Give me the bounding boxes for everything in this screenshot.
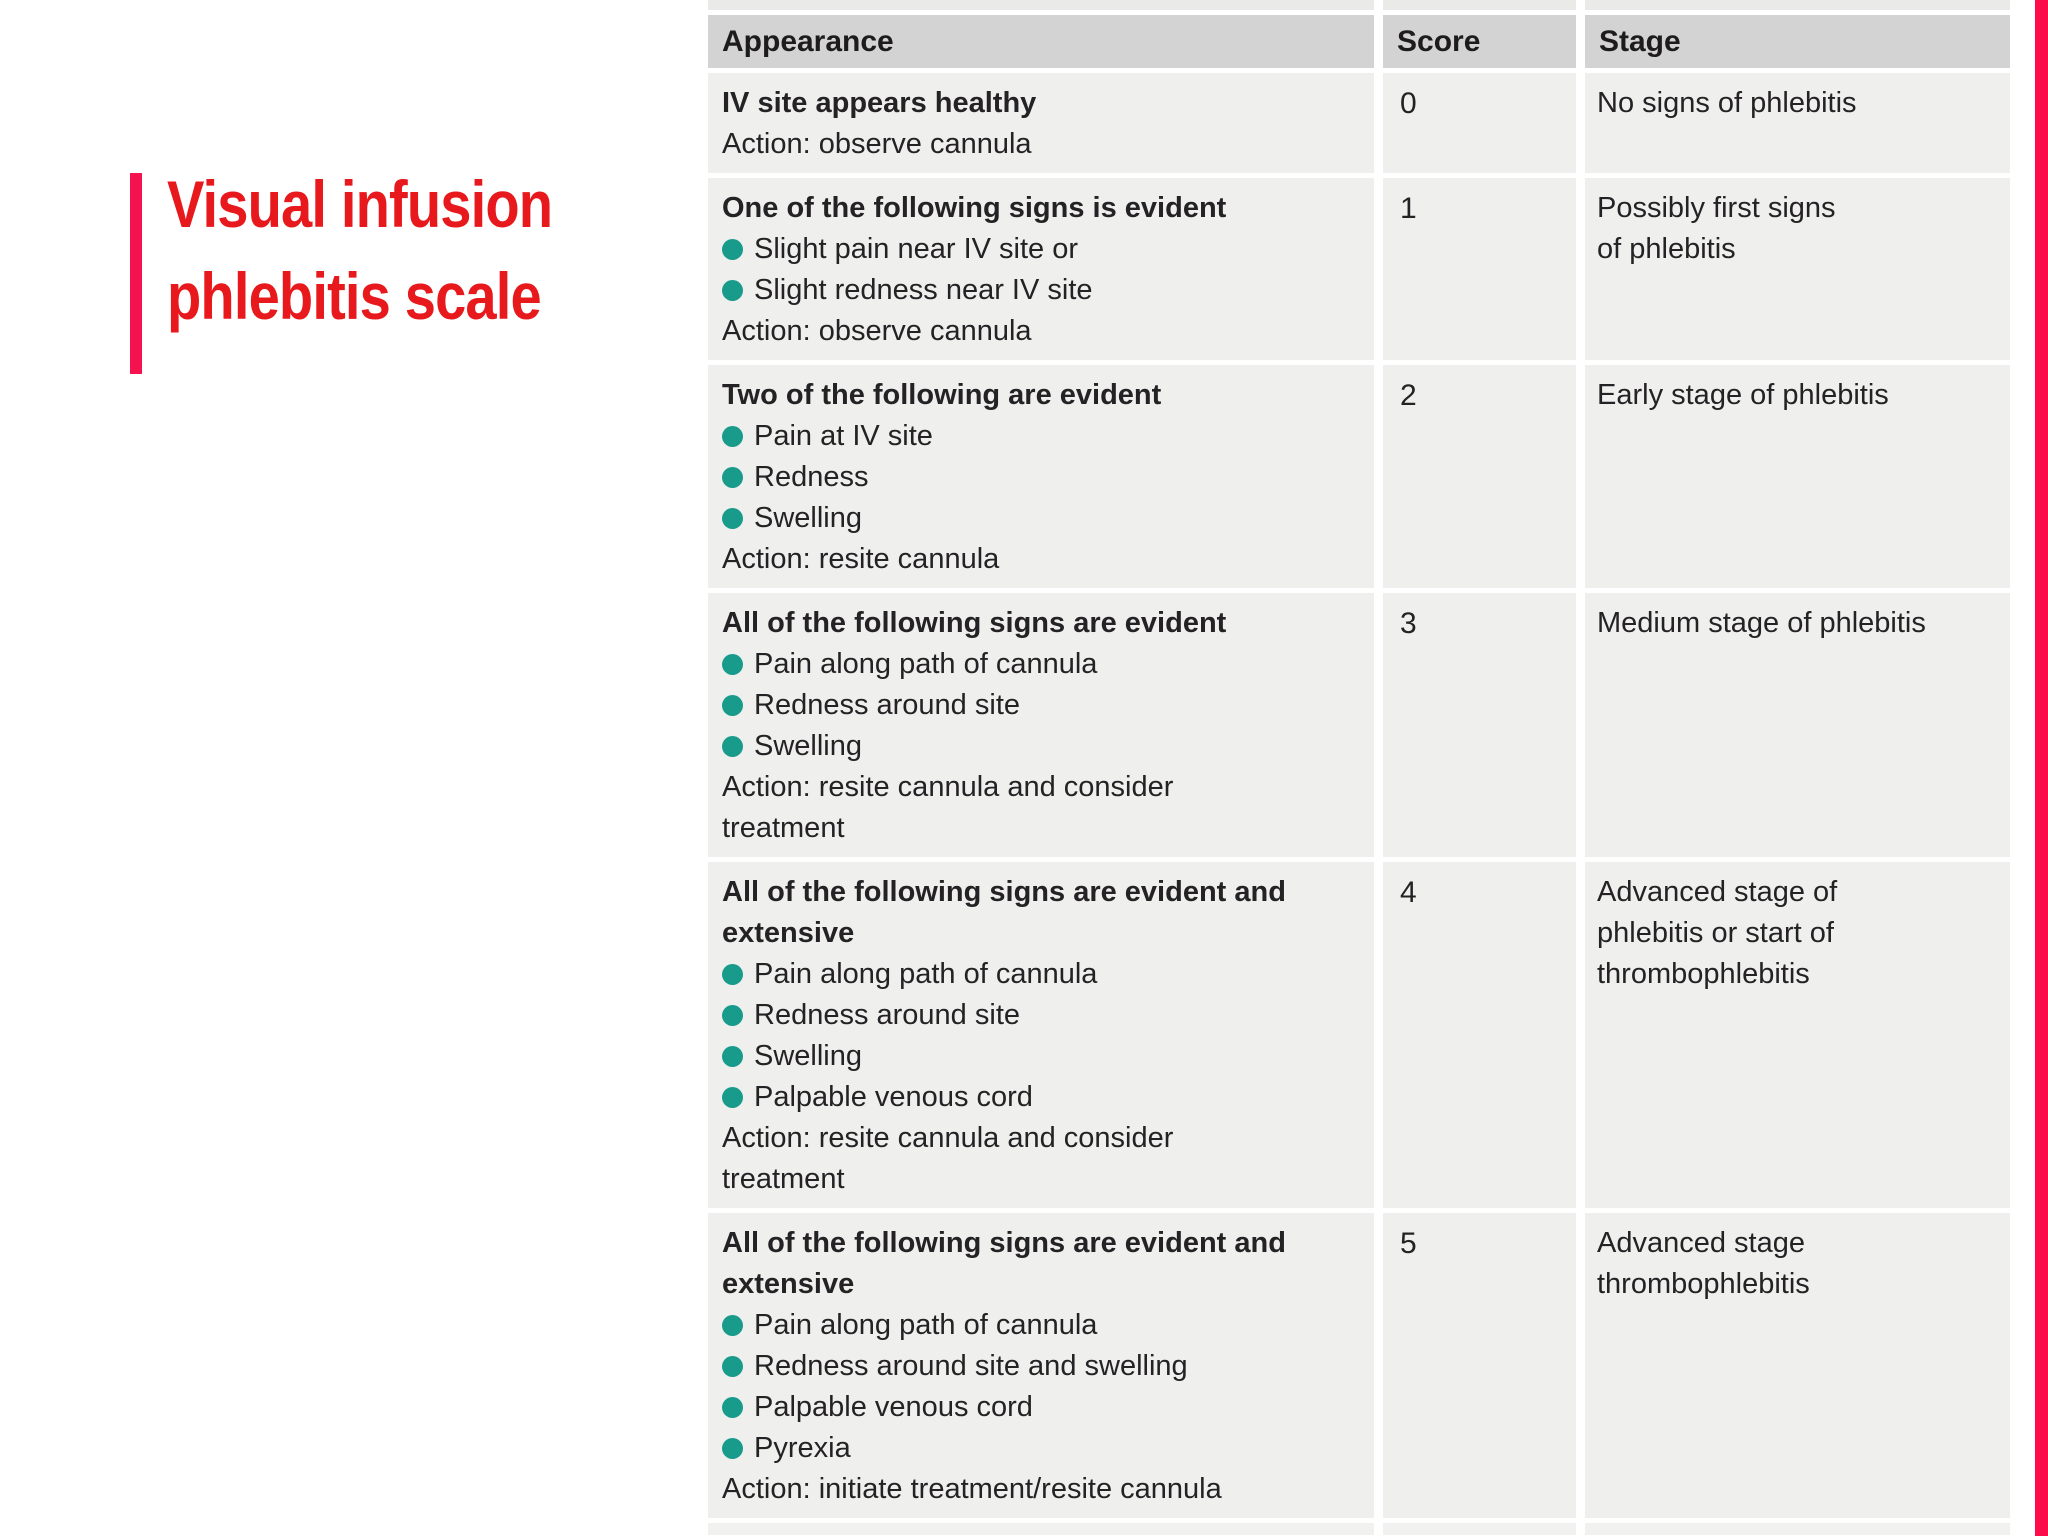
- table-header-row: Appearance Score Stage: [708, 15, 2010, 68]
- stage-text: Advanced stage of phlebitis or start of …: [1585, 862, 2010, 1208]
- appearance-cell: Two of the following are evident Pain at…: [708, 365, 1374, 588]
- stage-text: Possibly first signs of phlebitis: [1585, 178, 2010, 360]
- table-row: All of the following signs are evident P…: [708, 593, 2010, 857]
- table-row: All of the following signs are evident a…: [708, 862, 2010, 1208]
- appearance-headline: All of the following signs are evident: [722, 607, 1227, 639]
- symptom-item: Slight pain near IV site or: [722, 229, 1364, 270]
- symptom-item: Palpable venous cord: [722, 1077, 1364, 1118]
- phlebitis-scale-table: Appearance Score Stage IV site appears h…: [708, 0, 2010, 1535]
- bullet-icon: [722, 736, 743, 757]
- symptom-item: Pain along path of cannula: [722, 644, 1364, 685]
- bullet-icon: [722, 1397, 743, 1418]
- stage-text: Advanced stage thrombophlebitis: [1585, 1213, 2010, 1518]
- symptom-item: Redness around site and swelling: [722, 1346, 1364, 1387]
- bullet-icon: [722, 426, 743, 447]
- symptom-item: Palpable venous cord: [722, 1387, 1364, 1428]
- bullet-icon: [722, 1356, 743, 1377]
- bullet-icon: [722, 964, 743, 985]
- symptom-item: Redness around site: [722, 995, 1364, 1036]
- symptom-item: Pain at IV site: [722, 416, 1364, 457]
- score-value: 1: [1383, 178, 1576, 360]
- bullet-icon: [722, 280, 743, 301]
- symptom-item: Swelling: [722, 498, 1364, 539]
- symptom-list: Slight pain near IV site or Slight redne…: [722, 229, 1364, 311]
- table-row: IV site appears healthy Action: observe …: [708, 73, 2010, 173]
- stage-text: Medium stage of phlebitis: [1585, 593, 2010, 857]
- bullet-icon: [722, 1005, 743, 1026]
- bullet-icon: [722, 1087, 743, 1108]
- appearance-headline: Two of the following are evident: [722, 379, 1162, 411]
- appearance-cell: All of the following signs are evident a…: [708, 862, 1374, 1208]
- symptom-item: Redness: [722, 457, 1364, 498]
- action-text: Action: initiate treatment/resite cannul…: [722, 1473, 1222, 1505]
- score-value: 3: [1383, 593, 1576, 857]
- symptom-item: Pain along path of cannula: [722, 954, 1364, 995]
- bullet-icon: [722, 695, 743, 716]
- appearance-cell: All of the following signs are evident P…: [708, 593, 1374, 857]
- action-text: Action: resite cannula and consider trea…: [722, 771, 1174, 844]
- table-row: Two of the following are evident Pain at…: [708, 365, 2010, 588]
- symptom-list: Pain along path of cannula Redness aroun…: [722, 954, 1364, 1118]
- table-row: One of the following signs is evident Sl…: [708, 178, 2010, 360]
- symptom-list: Pain at IV site Redness Swelling: [722, 416, 1364, 539]
- symptom-item: Pyrexia: [722, 1428, 1364, 1469]
- appearance-headline: All of the following signs are evident a…: [722, 1227, 1286, 1300]
- symptom-item: Swelling: [722, 1036, 1364, 1077]
- page-title: Visual infusion phlebitis scale: [167, 158, 553, 342]
- appearance-cell: IV site appears healthy Action: observe …: [708, 73, 1374, 173]
- stage-text: Early stage of phlebitis: [1585, 365, 2010, 588]
- page-title-line1: Visual infusion: [167, 167, 553, 241]
- column-header-stage: Stage: [1585, 15, 2010, 68]
- symptom-item: Slight redness near IV site: [722, 270, 1364, 311]
- symptom-item: Pain along path of cannula: [722, 1305, 1364, 1346]
- table-row: All of the following signs are evident a…: [708, 1213, 2010, 1518]
- appearance-cell: All of the following signs are evident a…: [708, 1213, 1374, 1518]
- score-value: 5: [1383, 1213, 1576, 1518]
- action-text: Action: resite cannula: [722, 543, 1000, 575]
- action-text: Action: resite cannula and consider trea…: [722, 1122, 1174, 1195]
- symptom-item: Swelling: [722, 726, 1364, 767]
- column-header-appearance: Appearance: [708, 15, 1374, 68]
- appearance-headline: All of the following signs are evident a…: [722, 876, 1286, 949]
- score-value: 4: [1383, 862, 1576, 1208]
- symptom-list: Pain along path of cannula Redness aroun…: [722, 644, 1364, 767]
- table-body: IV site appears healthy Action: observe …: [708, 73, 2010, 1518]
- symptom-list: Pain along path of cannula Redness aroun…: [722, 1305, 1364, 1469]
- appearance-headline: One of the following signs is evident: [722, 192, 1227, 224]
- appearance-headline: IV site appears healthy: [722, 87, 1037, 119]
- symptom-item: Redness around site: [722, 685, 1364, 726]
- bullet-icon: [722, 1438, 743, 1459]
- table-top-clipped-row: [708, 0, 2010, 10]
- bullet-icon: [722, 467, 743, 488]
- bullet-icon: [722, 654, 743, 675]
- title-accent-bar: [130, 173, 142, 374]
- page-title-line2: phlebitis scale: [167, 259, 542, 333]
- action-text: Action: observe cannula: [722, 128, 1032, 160]
- page-edge-accent-bar: [2035, 0, 2048, 1536]
- stage-text: No signs of phlebitis: [1585, 73, 2010, 173]
- bullet-icon: [722, 1046, 743, 1067]
- action-text: Action: observe cannula: [722, 315, 1032, 347]
- table-bottom-clipped-row: [708, 1523, 2010, 1535]
- bullet-icon: [722, 508, 743, 529]
- column-header-score: Score: [1383, 15, 1576, 68]
- appearance-cell: One of the following signs is evident Sl…: [708, 178, 1374, 360]
- score-value: 0: [1383, 73, 1576, 173]
- score-value: 2: [1383, 365, 1576, 588]
- bullet-icon: [722, 239, 743, 260]
- bullet-icon: [722, 1315, 743, 1336]
